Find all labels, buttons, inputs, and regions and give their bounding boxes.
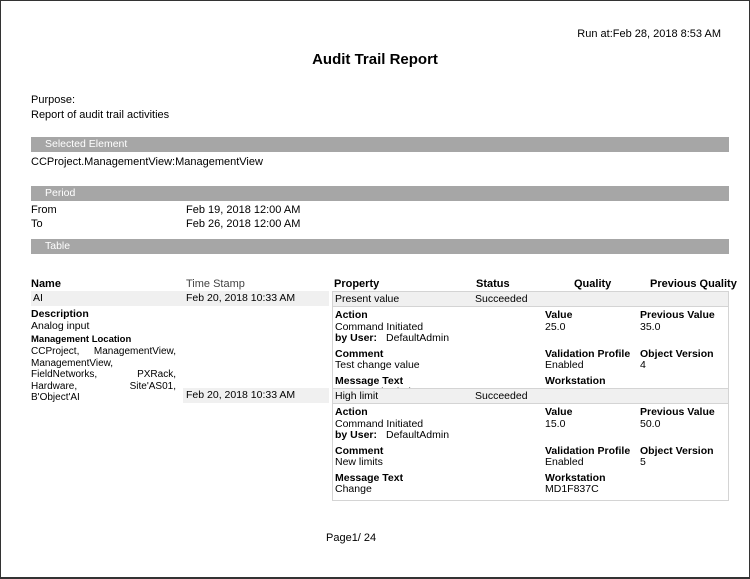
report-title: Audit Trail Report [312, 51, 438, 68]
entry-2-workstation-block: Workstation MD1F837C [545, 471, 640, 496]
validation-profile-label: Validation Profile [545, 347, 631, 360]
entry-2-message-block: Message Text Change [333, 471, 545, 496]
period-from-label: From [31, 204, 57, 216]
object-details: Description Analog input Management Loca… [31, 308, 176, 404]
entry-1-validation-block: Validation Profile Enabled [545, 347, 640, 372]
object-name: AI [33, 292, 43, 304]
entry-1-comment: Test change value [335, 359, 420, 371]
action-label: Action [335, 309, 368, 321]
entry-1-status: Succeeded [475, 293, 528, 305]
entry-2-action: Command Initiated [335, 417, 424, 430]
entry-1-summary-row: Present value Succeeded [333, 292, 728, 307]
column-header-time-stamp: Time Stamp [186, 278, 245, 290]
section-header-table: Table [31, 239, 729, 254]
entry-1-name-row: AI Feb 20, 2018 10:33 AM [31, 291, 329, 306]
entry-1-by-user: DefaultAdmin [386, 332, 450, 344]
object-description: Analog input [31, 320, 90, 332]
entry-1-property-block: Present value Succeeded Action Command I… [332, 291, 729, 404]
purpose-label: Purpose: [31, 94, 76, 106]
previous-value-label: Previous Value [640, 309, 715, 321]
entry-2-value-block: Value 15.0 [545, 406, 640, 442]
message-text-label: Message Text [335, 471, 404, 484]
entry-1-action-block: Action Command Initiated by User: Default… [333, 309, 545, 345]
entry-1-previous-value: 35.0 [640, 320, 661, 333]
by-user-label: by User: [335, 429, 378, 441]
section-header-period: Period [31, 186, 729, 201]
period-to-value: Feb 26, 2018 12:00 AM [186, 218, 301, 230]
workstation-label: Workstation [545, 471, 606, 484]
entry-2-comment-block: Comment New limits [333, 444, 545, 469]
period-from-row: From Feb 19, 2018 12:00 AM [31, 204, 300, 216]
entry-2-summary-row: High limit Succeeded [333, 389, 728, 404]
object-version-label: Object Version [640, 444, 714, 457]
entry-1-object-version: 4 [640, 359, 646, 371]
entry-1-action: Command Initiated [335, 320, 424, 333]
column-header-quality: Quality [574, 278, 612, 290]
entry-1-object-version-block: Object Version 4 [640, 347, 728, 372]
entry-2-details: Action Command Initiated by User: Default… [333, 404, 728, 500]
object-version-label: Object Version [640, 347, 714, 360]
selected-element-value: CCProject.ManagementView:ManagementView [31, 156, 263, 168]
entry-2-previous-value-block: Previous Value 50.0 [640, 406, 728, 442]
section-header-selected-element: Selected Element [31, 137, 729, 152]
management-location-label: Management Location [31, 334, 132, 345]
comment-label: Comment [335, 444, 384, 457]
entry-2-property-block: High limit Succeeded Action Command Init… [332, 388, 729, 501]
entry-2-value: 15.0 [545, 417, 566, 430]
column-header-name: Name [31, 278, 61, 290]
value-label: Value [545, 406, 573, 418]
comment-label: Comment [335, 347, 384, 360]
entry-2-time-stamp: Feb 20, 2018 10:33 AM [183, 388, 329, 403]
description-label: Description [31, 308, 89, 320]
period-to-label: To [31, 218, 43, 230]
entry-1-value: 25.0 [545, 320, 566, 333]
column-header-property: Property [334, 278, 380, 290]
workstation-label: Workstation [545, 374, 606, 387]
entry-2-previous-value: 50.0 [640, 417, 661, 430]
entry-2-status: Succeeded [475, 390, 528, 402]
entry-2-message-text: Change [335, 483, 372, 495]
entry-1-property: Present value [335, 293, 400, 305]
entry-1-time-stamp: Feb 20, 2018 10:33 AM [186, 292, 296, 304]
validation-profile-label: Validation Profile [545, 444, 631, 457]
entry-2-property: High limit [335, 390, 379, 402]
entry-2-workstation: MD1F837C [545, 483, 599, 495]
management-location-value: CCProject, ManagementView, ManagementVie… [31, 346, 176, 403]
entry-1-comment-block: Comment Test change value [333, 347, 545, 372]
entry-2-validation-profile: Enabled [545, 456, 584, 468]
by-user-label: by User: [335, 332, 378, 344]
entry-2-object-version: 5 [640, 456, 646, 468]
entry-2-action-block: Action Command Initiated by User: Default… [333, 406, 545, 442]
column-header-status: Status [476, 278, 510, 290]
entry-1-previous-value-block: Previous Value 35.0 [640, 309, 728, 345]
page-number: Page1/ 24 [326, 532, 377, 544]
entry-1-validation-profile: Enabled [545, 359, 584, 371]
entry-2-by-user: DefaultAdmin [386, 429, 450, 441]
period-from-value: Feb 19, 2018 12:00 AM [186, 204, 301, 216]
entry-2-object-version-block: Object Version 5 [640, 444, 728, 469]
run-at-timestamp: Run at:Feb 28, 2018 8:53 AM [577, 28, 721, 40]
purpose-text: Report of audit trail activities [31, 109, 170, 121]
period-to-row: To Feb 26, 2018 12:00 AM [31, 218, 300, 230]
column-header-previous-quality: Previous Quality [650, 278, 737, 290]
action-label: Action [335, 406, 368, 418]
value-label: Value [545, 309, 573, 321]
entry-2-validation-block: Validation Profile Enabled [545, 444, 640, 469]
previous-value-label: Previous Value [640, 406, 715, 418]
entry-1-details: Action Command Initiated by User: Default… [333, 307, 728, 403]
entry-1-value-block: Value 25.0 [545, 309, 640, 345]
purpose-block: Purpose: Report of audit trail activitie… [31, 93, 169, 123]
entry-2-comment: New limits [335, 456, 383, 468]
message-text-label: Message Text [335, 374, 404, 387]
